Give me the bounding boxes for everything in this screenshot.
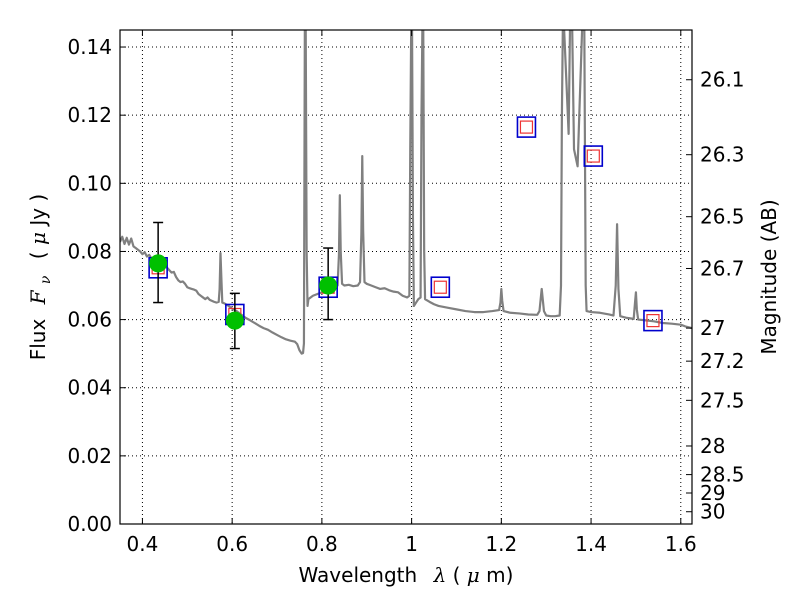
plot-area-clip-group xyxy=(120,30,692,355)
x-axis-title-symbol: λ xyxy=(433,563,447,587)
model-photometry-point xyxy=(430,276,451,299)
x-tick-label: 1.2 xyxy=(485,532,517,556)
y-axis-title-unit-symbol: μ xyxy=(26,232,50,245)
x-axis-title-prefix: Wavelength xyxy=(299,563,418,587)
x-axis-title-unit-open: ( xyxy=(453,563,461,587)
y-axis-title-unit-open: ( xyxy=(26,245,50,259)
observed-marker xyxy=(319,276,338,295)
plot-frame xyxy=(119,29,693,525)
model-box-inner xyxy=(519,120,534,134)
y-tick-label: 0.08 xyxy=(67,239,112,263)
model-spectrum-line xyxy=(120,30,692,355)
y2-tick-label: 27 xyxy=(700,316,725,340)
y2-tick-label: 27.5 xyxy=(700,388,745,412)
x-tick-label: 0.8 xyxy=(306,532,338,556)
observed-marker xyxy=(149,254,168,273)
y-tick-label: 0.04 xyxy=(67,376,112,400)
x-axis-title-unit-rest: m) xyxy=(486,563,513,587)
y2-tick-label: 29 xyxy=(700,481,725,505)
x-tick-label: 1.4 xyxy=(575,532,607,556)
x-axis-title-unit-symbol: μ xyxy=(467,563,480,587)
y-axis: 0.00 0.02 0.04 0.06 0.08 0.10 0.12 0.14 xyxy=(67,35,126,536)
observed-point xyxy=(319,247,338,321)
y2-tick-label: 26.3 xyxy=(700,143,745,167)
y2-tick-label: 26.5 xyxy=(700,205,745,229)
plot-content xyxy=(120,30,692,355)
x-axis-title: Wavelength λ ( μ m) xyxy=(299,563,514,587)
observed-point xyxy=(149,221,168,304)
y-tick-label: 0.06 xyxy=(67,308,112,332)
x-axis: 0.4 0.6 0.8 1 1.2 1.4 1.6 xyxy=(127,30,697,556)
y-axis-title-symbol: F xyxy=(26,289,50,305)
observed-marker xyxy=(225,311,244,330)
model-box-outer xyxy=(643,309,663,332)
model-photometry-point xyxy=(643,309,663,332)
model-box-outer xyxy=(583,145,604,167)
y2-tick-label: 28 xyxy=(700,434,725,458)
y-axis-title-unit-rest: Jy ) xyxy=(26,194,50,228)
model-photometry-point xyxy=(516,116,537,138)
gridlines xyxy=(120,30,692,525)
model-box-inner xyxy=(646,314,660,328)
model-box-outer xyxy=(516,116,537,138)
x-tick-label: 1.6 xyxy=(665,532,697,556)
observed-point xyxy=(225,292,244,350)
y-axis-title: Flux F ν ( μ Jy ) xyxy=(26,194,55,361)
y2-tick-label: 30 xyxy=(700,500,725,524)
y-axis-title-subscript: ν xyxy=(38,275,54,284)
y-axis-title-prefix: Flux xyxy=(26,319,50,361)
y2-tick-label: 27.2 xyxy=(700,349,745,373)
y2-tick-label: 28.5 xyxy=(700,463,745,487)
y-tick-label: 0.12 xyxy=(67,103,112,127)
y-tick-label: 0.14 xyxy=(67,35,112,59)
y2-axis-title: Magnitude (AB) xyxy=(757,199,781,354)
model-box-inner xyxy=(586,149,600,163)
model-photometry-point xyxy=(583,145,604,167)
y-tick-label: 0.02 xyxy=(67,444,112,468)
model-box-outer xyxy=(430,276,451,299)
y2-tick-label: 26.7 xyxy=(700,256,745,280)
x-tick-label: 0.4 xyxy=(127,532,159,556)
x-tick-label: 1 xyxy=(405,532,418,556)
y-tick-label: 0.00 xyxy=(67,512,112,536)
x-tick-label: 0.6 xyxy=(216,532,248,556)
model-box-inner xyxy=(433,280,447,294)
y-tick-label: 0.10 xyxy=(67,171,112,195)
y2-tick-label: 26.1 xyxy=(700,68,745,92)
